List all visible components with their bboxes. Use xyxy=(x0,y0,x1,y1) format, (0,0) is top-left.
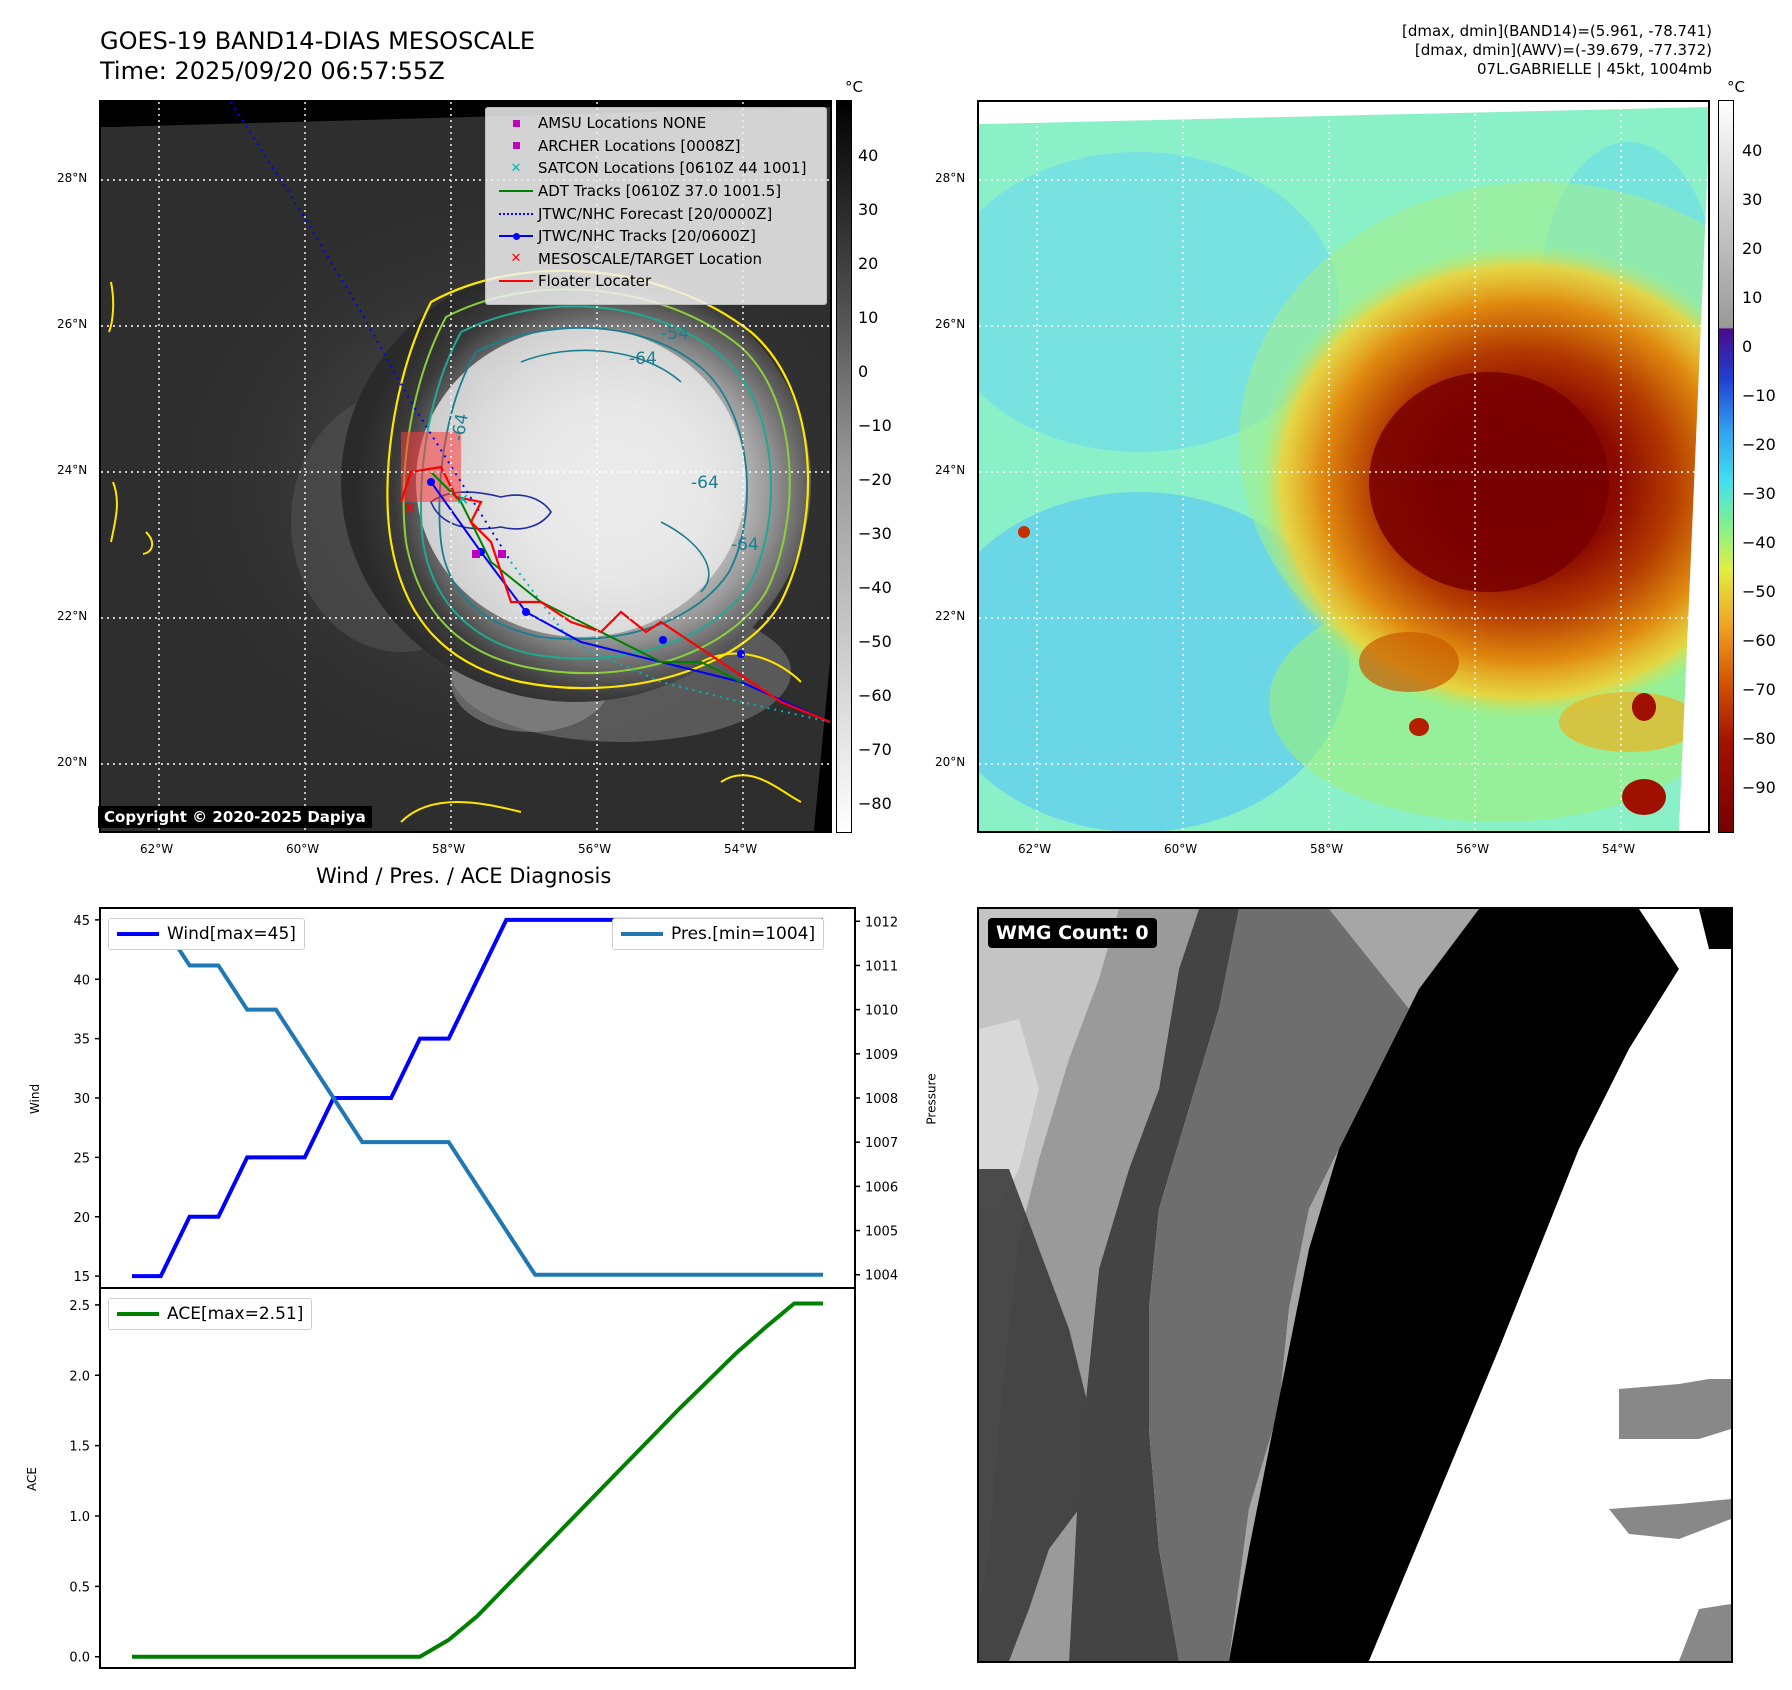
svg-text:✕: ✕ xyxy=(456,490,469,509)
legend-item-amsu: AMSU Locations NONE xyxy=(486,112,826,135)
lon-label: 54°W xyxy=(1602,842,1636,856)
pressure-tick-label: 1010 xyxy=(865,1004,898,1019)
lon-label: 56°W xyxy=(1456,842,1490,856)
pressure-axis-label: Pressure xyxy=(924,1073,939,1125)
legend-item-forecast: JTWC/NHC Forecast [20/0000Z] xyxy=(486,202,826,225)
pressure-tick-label: 1009 xyxy=(865,1048,898,1063)
lat-label: 22°N xyxy=(57,609,88,623)
timeseries-chart: 15 20 25 30 35 40 45 1004 1005 1006 1007 1008 1009 10… xyxy=(69,907,898,1669)
figure-title: GOES-19 BAND14-DIAS MESOSCALE Time: 2025… xyxy=(100,26,535,86)
wind-tick-label: 35 xyxy=(73,1033,90,1048)
copyright-badge: Copyright © 2020-2025 Dapiya xyxy=(98,806,372,828)
lon-label: 62°W xyxy=(1018,842,1052,856)
wind-axis-label: Wind xyxy=(28,1083,43,1115)
lon-label: 56°W xyxy=(578,842,612,856)
wind-tick-label: 30 xyxy=(73,1092,90,1107)
legend-item-archer: ARCHER Locations [0008Z] xyxy=(486,135,826,158)
contour-label: -64 xyxy=(731,535,759,555)
lon-label: 58°W xyxy=(432,842,466,856)
ace-tick-label: 0.5 xyxy=(69,1580,90,1595)
lon-label: 62°W xyxy=(140,842,174,856)
ace-tick-label: 1.5 xyxy=(69,1440,90,1455)
colorbar-unit: °C xyxy=(845,78,863,96)
info-line-1: [dmax, dmin](BAND14)=(5.961, -78.741) xyxy=(1401,22,1712,40)
pressure-tick-label: 1012 xyxy=(865,915,898,930)
wind-tick-label: 20 xyxy=(73,1211,90,1226)
storm-info: [dmax, dmin](BAND14)=(5.961, -78.741) [d… xyxy=(1402,22,1712,79)
lat-label: 26°N xyxy=(935,317,966,331)
lat-label: 22°N xyxy=(935,609,966,623)
wind-tick-label: 45 xyxy=(73,914,90,929)
colorbar-unit: °C xyxy=(1727,78,1745,96)
lat-label: 24°N xyxy=(935,463,966,477)
pressure-tick-label: 1006 xyxy=(865,1180,898,1195)
ace-tick-label: 2.0 xyxy=(69,1369,90,1384)
lon-label: 54°W xyxy=(724,842,758,856)
legend-item-satcon: ✕ SATCON Locations [0610Z 44 1001] xyxy=(486,157,826,180)
contour-label: -64 xyxy=(691,473,719,493)
legend-item-target: ✕ MESOSCALE/TARGET Location xyxy=(486,248,826,271)
title-line-1: GOES-19 BAND14-DIAS MESOSCALE xyxy=(100,27,536,55)
timeseries-title: Wind / Pres. / ACE Diagnosis xyxy=(316,864,612,888)
lon-label: 58°W xyxy=(1310,842,1344,856)
wind-legend: Wind[max=45] xyxy=(108,918,305,950)
line-dot-swatch-icon xyxy=(494,232,538,240)
dotted-line-swatch-icon xyxy=(499,212,533,215)
square-marker-icon xyxy=(512,119,520,127)
line-swatch-icon xyxy=(499,190,533,193)
pressure-tick-label: 1005 xyxy=(865,1225,898,1240)
legend-item-adt: ADT Tracks [0610Z 37.0 1001.5] xyxy=(486,180,826,203)
info-line-2: [dmax, dmin](AWV)=(-39.679, -77.372) xyxy=(1414,41,1712,59)
wmg-count-badge: WMG Count: 0 xyxy=(988,918,1157,948)
pressure-tick-label: 1007 xyxy=(865,1136,898,1151)
lon-label: 60°W xyxy=(1164,842,1198,856)
lat-label: 24°N xyxy=(57,463,88,477)
pressure-tick-label: 1008 xyxy=(865,1092,898,1107)
ace-tick-label: 0.0 xyxy=(69,1651,90,1666)
lat-label: 28°N xyxy=(935,171,966,185)
pressure-legend: Pres.[min=1004] xyxy=(612,918,825,950)
contour-label: -64 xyxy=(629,349,657,369)
info-line-3: 07L.GABRIELLE | 45kt, 1004mb xyxy=(1477,60,1712,78)
ace-legend: ACE[max=2.51] xyxy=(108,1298,313,1330)
wind-tick-label: 25 xyxy=(73,1151,90,1166)
lat-label: 20°N xyxy=(57,755,88,769)
square-marker-icon xyxy=(512,142,520,150)
legend-item-tracks: JTWC/NHC Tracks [20/0600Z] xyxy=(486,225,826,248)
legend-item-floater: Floater Locater xyxy=(486,270,826,293)
x-marker-icon: ✕ xyxy=(510,160,522,176)
ir-legend: AMSU Locations NONE ARCHER Locations [00… xyxy=(485,107,827,305)
line-swatch-icon xyxy=(499,280,533,283)
wind-tick-label: 15 xyxy=(73,1270,90,1285)
line-swatch-icon xyxy=(621,932,663,936)
pressure-series-line xyxy=(132,919,823,1277)
title-line-2: Time: 2025/09/20 06:57:55Z xyxy=(100,57,445,85)
ace-tick-label: 1.0 xyxy=(69,1510,90,1525)
wmg-classification-image xyxy=(979,909,1731,1661)
awv-satellite-panel xyxy=(977,100,1710,833)
lon-label: 60°W xyxy=(286,842,320,856)
line-swatch-icon xyxy=(117,1312,159,1316)
contour-label: -64 xyxy=(448,412,473,443)
ace-axis-label: ACE xyxy=(24,1467,39,1491)
lat-label: 20°N xyxy=(935,755,966,769)
lat-label: 28°N xyxy=(57,171,88,185)
awv-satellite-image xyxy=(979,102,1708,831)
awv-colorbar xyxy=(1718,100,1734,833)
line-swatch-icon xyxy=(117,932,159,936)
lat-label: 26°N xyxy=(57,317,88,331)
contour-label: -54 xyxy=(661,324,689,344)
svg-text:✕: ✕ xyxy=(403,499,416,518)
wind-tick-label: 40 xyxy=(73,973,90,988)
pressure-tick-label: 1011 xyxy=(865,959,898,974)
x-marker-icon: ✕ xyxy=(510,251,522,267)
pressure-tick-label: 1004 xyxy=(865,1269,898,1284)
ace-tick-label: 2.5 xyxy=(69,1299,90,1314)
ir-satellite-panel: ✕ ✕ -54 -64 -64 -64 -64 AMSU Locations N… xyxy=(99,100,832,833)
ace-series-line xyxy=(132,1301,823,1659)
wmg-panel xyxy=(977,907,1733,1663)
ir-colorbar xyxy=(836,100,852,833)
